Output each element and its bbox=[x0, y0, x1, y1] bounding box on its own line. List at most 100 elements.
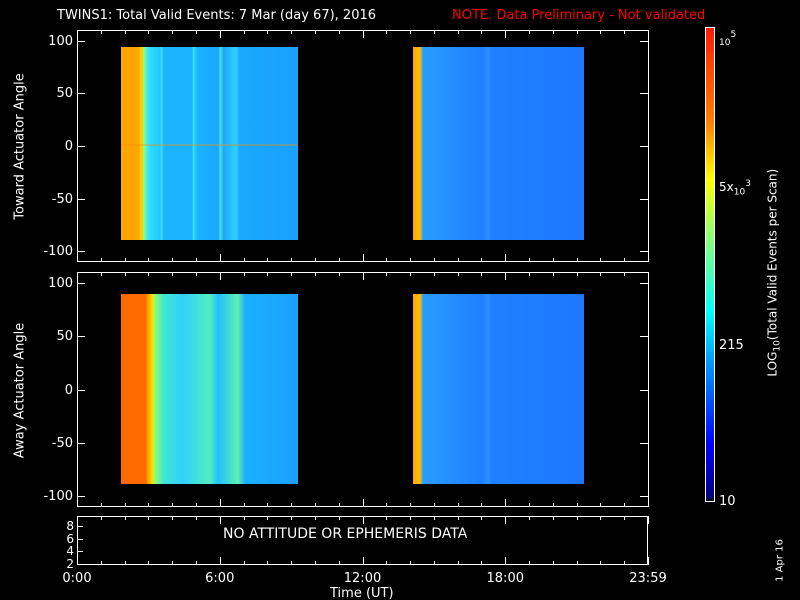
x-tick bbox=[648, 254, 649, 262]
x-tick bbox=[433, 272, 435, 276]
x-tick bbox=[529, 503, 531, 507]
y-tick bbox=[640, 40, 648, 42]
x-tick bbox=[648, 516, 649, 524]
x-tick bbox=[576, 258, 578, 262]
x-tick bbox=[505, 272, 507, 280]
x-tick bbox=[77, 499, 78, 507]
x-tick bbox=[124, 516, 126, 520]
x-tick bbox=[624, 272, 626, 276]
x-tick bbox=[576, 272, 578, 276]
x-tick bbox=[219, 30, 221, 38]
y-tick bbox=[77, 146, 85, 147]
x-tick bbox=[267, 30, 269, 34]
data-block-2 bbox=[413, 294, 584, 484]
x-tick bbox=[124, 258, 126, 262]
x-tick bbox=[291, 503, 293, 507]
x-tick-label: 6:00 bbox=[205, 571, 235, 586]
x-tick bbox=[338, 503, 340, 507]
x-tick bbox=[77, 557, 78, 565]
x-tick bbox=[576, 516, 578, 520]
y-tick bbox=[77, 282, 85, 284]
x-tick bbox=[481, 30, 483, 34]
y-tick-label: -50 bbox=[51, 191, 73, 207]
y-tick bbox=[77, 563, 83, 565]
x-tick bbox=[529, 561, 531, 565]
y-axis-label-away: Away Actuator Angle bbox=[12, 322, 28, 459]
y-tick bbox=[640, 146, 648, 147]
y-tick-label: 100 bbox=[48, 33, 73, 49]
x-tick bbox=[291, 258, 293, 262]
x-tick bbox=[100, 503, 102, 507]
x-tick bbox=[219, 557, 221, 565]
x-tick bbox=[100, 272, 102, 276]
y-tick bbox=[77, 551, 83, 552]
x-tick bbox=[481, 561, 483, 565]
x-tick-label: 23:59 bbox=[629, 571, 667, 586]
x-tick bbox=[219, 254, 221, 262]
x-tick bbox=[457, 30, 459, 34]
x-tick bbox=[291, 516, 293, 520]
colorbar-tick-215: 215 bbox=[719, 338, 744, 353]
y-tick-label: -100 bbox=[43, 489, 73, 505]
x-tick bbox=[195, 30, 197, 34]
x-tick bbox=[433, 30, 435, 34]
x-tick-label: 0:00 bbox=[62, 571, 92, 586]
x-tick bbox=[124, 272, 126, 276]
x-tick bbox=[576, 503, 578, 507]
y-tick bbox=[77, 538, 83, 540]
x-tick bbox=[624, 503, 626, 507]
y-tick bbox=[77, 198, 85, 200]
x-tick bbox=[172, 258, 174, 262]
x-tick bbox=[624, 561, 626, 565]
x-tick bbox=[291, 272, 293, 276]
x-tick bbox=[457, 516, 459, 520]
x-tick bbox=[552, 258, 554, 262]
x-tick bbox=[243, 516, 245, 520]
x-tick bbox=[362, 516, 364, 524]
x-tick bbox=[338, 561, 340, 565]
x-tick bbox=[552, 30, 554, 34]
x-tick bbox=[600, 258, 602, 262]
colorbar-tick-10: 10 bbox=[719, 494, 736, 509]
y-tick bbox=[640, 251, 648, 253]
x-tick bbox=[172, 30, 174, 34]
x-tick bbox=[481, 258, 483, 262]
x-tick bbox=[195, 258, 197, 262]
x-tick bbox=[433, 258, 435, 262]
x-tick bbox=[648, 272, 649, 280]
y-tick-label: 6 bbox=[66, 531, 74, 546]
x-tick bbox=[100, 561, 102, 565]
x-tick bbox=[362, 557, 364, 565]
x-tick bbox=[148, 30, 150, 34]
x-tick bbox=[505, 254, 507, 262]
y-tick bbox=[77, 389, 85, 391]
x-tick bbox=[529, 516, 531, 520]
x-tick bbox=[433, 561, 435, 565]
x-tick bbox=[172, 503, 174, 507]
x-tick bbox=[433, 503, 435, 507]
y-axis-label-toward: Toward Actuator Angle bbox=[12, 73, 28, 220]
x-tick bbox=[314, 503, 316, 507]
x-tick bbox=[624, 516, 626, 520]
y-tick bbox=[640, 336, 648, 338]
x-tick bbox=[338, 30, 340, 34]
footer-date: 1 Apr 16 bbox=[774, 539, 786, 582]
colorbar bbox=[705, 27, 715, 502]
x-tick bbox=[243, 258, 245, 262]
y-tick bbox=[77, 93, 85, 95]
y-tick-label: 50 bbox=[56, 86, 73, 102]
x-tick bbox=[386, 516, 388, 520]
x-tick bbox=[386, 561, 388, 565]
x-tick bbox=[314, 258, 316, 262]
x-tick bbox=[267, 272, 269, 276]
x-tick bbox=[410, 561, 412, 565]
toward-panel bbox=[77, 30, 649, 262]
x-axis-label: Time (UT) bbox=[330, 586, 394, 600]
x-tick bbox=[552, 272, 554, 276]
x-tick bbox=[576, 30, 578, 34]
x-tick bbox=[552, 516, 554, 520]
x-tick bbox=[600, 516, 602, 520]
x-tick bbox=[505, 557, 507, 565]
x-tick bbox=[410, 258, 412, 262]
y-tick bbox=[640, 496, 648, 498]
